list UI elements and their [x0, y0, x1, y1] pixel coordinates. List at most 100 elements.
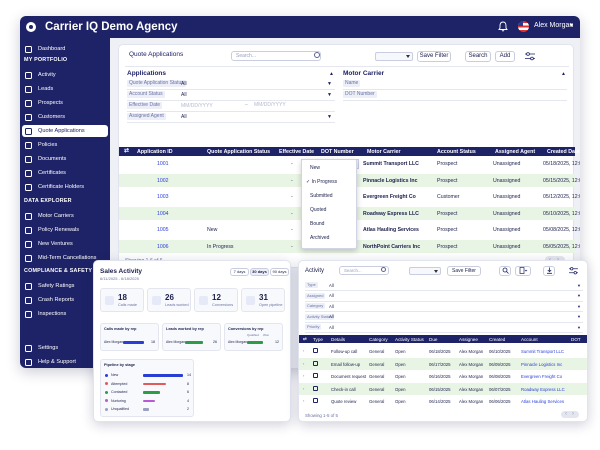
activity-filter-value[interactable]: All	[329, 303, 334, 309]
search-icon[interactable]	[379, 266, 389, 275]
column-header[interactable]: Created Date	[547, 149, 580, 155]
sidebar-item-policy-renewals[interactable]: Policy Renewals	[22, 224, 108, 236]
sidebar-item-certificate-holders[interactable]: Certificate Holders	[22, 181, 108, 193]
sidebar-item-quote-applications[interactable]: Quote Applications	[22, 125, 108, 137]
row-expand-icon[interactable]: ›	[303, 398, 305, 403]
activity-column-header[interactable]: DOT	[571, 337, 581, 342]
saved-filter-select[interactable]	[409, 267, 441, 275]
search-icon[interactable]	[313, 51, 323, 61]
activity-cell-account[interactable]: Pinnacle Logistics Inc	[521, 361, 563, 367]
sidebar-item-certificates[interactable]: Certificates	[22, 167, 108, 179]
activity-row[interactable]: › Document request General Open 06/16/2025 Al…	[299, 370, 587, 382]
export-button[interactable]	[515, 266, 531, 276]
column-header[interactable]: Motor Carrier	[367, 149, 401, 155]
activity-filter-value[interactable]: All	[329, 324, 334, 330]
sidebar-item-help-support[interactable]: Help & Support	[22, 356, 108, 368]
activity-search-input[interactable]: Search...	[339, 266, 389, 275]
search-input[interactable]: Search...	[231, 51, 321, 61]
prev-icon[interactable]: ‹	[565, 411, 567, 417]
sidebar-item-safety-ratings[interactable]: Safety Ratings	[22, 280, 108, 292]
save-filter-button[interactable]: Save Filter	[417, 51, 451, 62]
sidebar-item-settings[interactable]: Settings	[22, 342, 108, 354]
activity-filter-value[interactable]: All	[329, 314, 334, 319]
row-expand-icon[interactable]: ›	[303, 385, 305, 391]
activity-column-header[interactable]: Category	[369, 337, 388, 342]
row-expand-icon[interactable]: ›	[303, 348, 305, 353]
search-button[interactable]	[499, 266, 511, 276]
filter-value[interactable]: All	[181, 92, 187, 98]
cell-id[interactable]: 1003	[157, 194, 169, 200]
sidebar-item-motor-carriers[interactable]: Motor Carriers	[22, 210, 108, 222]
chevron-down-icon[interactable]: ▾	[570, 23, 574, 29]
collapse-icon[interactable]: ▲	[329, 71, 334, 77]
activity-row[interactable]: › Quote review General Open 06/14/2025 Alex M…	[299, 395, 587, 407]
column-header[interactable]: Quote Application Status	[207, 149, 271, 155]
filter-value[interactable]: All	[181, 81, 187, 87]
add-button[interactable]: Add	[495, 51, 515, 62]
dropdown-option[interactable]: Archived	[310, 235, 330, 241]
dropdown-option[interactable]: ✓ In Progress	[306, 179, 338, 185]
collapse-icon[interactable]: ▲	[561, 71, 566, 77]
download-button[interactable]	[543, 266, 555, 276]
chevron-down-icon[interactable]: ▼	[577, 314, 581, 319]
chevron-down-icon[interactable]: ▼	[327, 114, 332, 120]
sidebar-item-leads[interactable]: Leads	[22, 83, 108, 95]
dropdown-option[interactable]: Bound	[310, 221, 325, 227]
column-settings-icon[interactable]: ⇄	[303, 336, 307, 341]
chevron-down-icon[interactable]: ▼	[577, 324, 581, 330]
cell-id[interactable]: 1002	[157, 177, 169, 184]
column-header[interactable]: Application ID	[137, 149, 173, 155]
filter-value[interactable]: All	[181, 114, 187, 120]
activity-column-header[interactable]: Assignee	[459, 337, 478, 342]
range-tab[interactable]: 7 days	[230, 268, 249, 276]
activity-column-header[interactable]: Details	[331, 337, 346, 342]
chevron-down-icon[interactable]: ▼	[577, 303, 581, 309]
sidebar-item-prospects[interactable]: Prospects	[22, 97, 108, 109]
range-tab[interactable]: 90 days	[270, 268, 289, 276]
date-to-value[interactable]: MM/DD/YYYY	[254, 102, 286, 108]
activity-column-header[interactable]: Created	[489, 337, 506, 342]
activity-pagination[interactable]: ‹ ›	[561, 411, 579, 418]
activity-column-header[interactable]: Account	[521, 337, 538, 342]
sidebar-item-customers[interactable]: Customers	[22, 111, 108, 123]
chevron-down-icon[interactable]: ▼	[577, 293, 581, 298]
filter-value[interactable]: MM/DD/YYYY	[181, 103, 213, 109]
activity-filter-value[interactable]: All	[329, 282, 334, 288]
sidebar-item-dashboard[interactable]: Dashboard	[22, 43, 108, 55]
dropdown-option[interactable]: New	[310, 165, 321, 171]
chevron-down-icon[interactable]: ▼	[327, 81, 332, 87]
sidebar-item-documents[interactable]: Documents	[22, 153, 108, 165]
range-tab[interactable]: 30 days	[250, 268, 269, 276]
save-filter-button[interactable]: Save Filter	[447, 266, 481, 276]
sidebar-item-new-ventures[interactable]: New Ventures	[22, 238, 108, 250]
activity-cell-account[interactable]: Atlas Hauling Services	[521, 399, 564, 404]
column-header[interactable]: DOT Number	[321, 149, 354, 155]
activity-cell-account[interactable]: Summit Transport LLC	[521, 349, 564, 354]
activity-column-header[interactable]: Type	[313, 337, 323, 342]
chevron-down-icon[interactable]: ▼	[327, 92, 332, 98]
cell-id[interactable]: 1005	[157, 227, 169, 233]
row-expand-icon[interactable]: ›	[303, 360, 305, 366]
activity-cell-account[interactable]: Roadway Express LLC	[521, 386, 565, 392]
column-header[interactable]: Assigned Agent	[495, 149, 536, 155]
next-icon[interactable]: ›	[572, 411, 574, 417]
activity-row[interactable]: › Check-in call General Open 06/15/2025 Alex …	[299, 382, 587, 395]
saved-filter-select[interactable]	[375, 52, 413, 61]
column-settings-icon[interactable]: ⇄	[124, 148, 130, 154]
dropdown-option[interactable]: Quoted	[310, 207, 327, 213]
cell-id[interactable]: 1001	[157, 161, 169, 167]
column-header[interactable]: Effective Date	[279, 149, 315, 155]
activity-column-header[interactable]: Activity Status	[395, 337, 424, 342]
column-header[interactable]: Account Status	[437, 149, 476, 155]
activity-row[interactable]: › Follow-up call General Open 06/18/2025 Alex…	[299, 345, 587, 357]
activity-cell-account[interactable]: Evergreen Freight Co	[521, 374, 563, 379]
chevron-down-icon[interactable]: ▼	[577, 282, 581, 288]
user-name[interactable]: Alex Morgan	[534, 22, 574, 29]
sliders-icon[interactable]	[569, 267, 578, 275]
search-button[interactable]: Search	[465, 51, 491, 62]
cell-id[interactable]: 1006	[157, 243, 169, 250]
activity-filter-value[interactable]: All	[329, 293, 334, 298]
activity-row[interactable]: › Email follow-up General Open 06/17/2025 Ale…	[299, 357, 587, 370]
sidebar-item-policies[interactable]: Policies	[22, 139, 108, 151]
sidebar-item-inspections[interactable]: Inspections	[22, 308, 108, 320]
